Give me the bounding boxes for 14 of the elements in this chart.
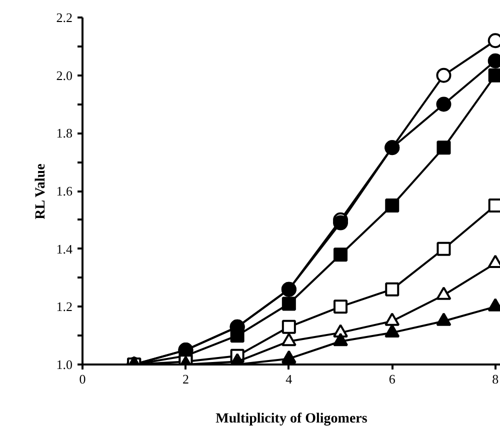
x-tick-label: 8 xyxy=(492,372,499,386)
x-tick-label: 4 xyxy=(286,372,293,386)
x-tick-label: 0 xyxy=(79,372,86,386)
x-tick-label: 6 xyxy=(388,372,396,386)
y-tick-label: 1.6 xyxy=(56,184,73,198)
y-tick-label: 1.0 xyxy=(56,357,72,372)
x-axis-title: Multiplicity of Oligomers xyxy=(216,412,368,426)
x-tick-label: 2 xyxy=(182,372,189,386)
y-tick-label: 2.0 xyxy=(56,68,72,83)
y-tick-label: 2.2 xyxy=(56,10,72,25)
y-tick-label: 1.8 xyxy=(56,126,72,141)
y-tick-label: 1.4 xyxy=(56,241,73,256)
y-axis-title: RL Value xyxy=(33,164,48,220)
y-tick-label: 1.2 xyxy=(56,299,72,314)
